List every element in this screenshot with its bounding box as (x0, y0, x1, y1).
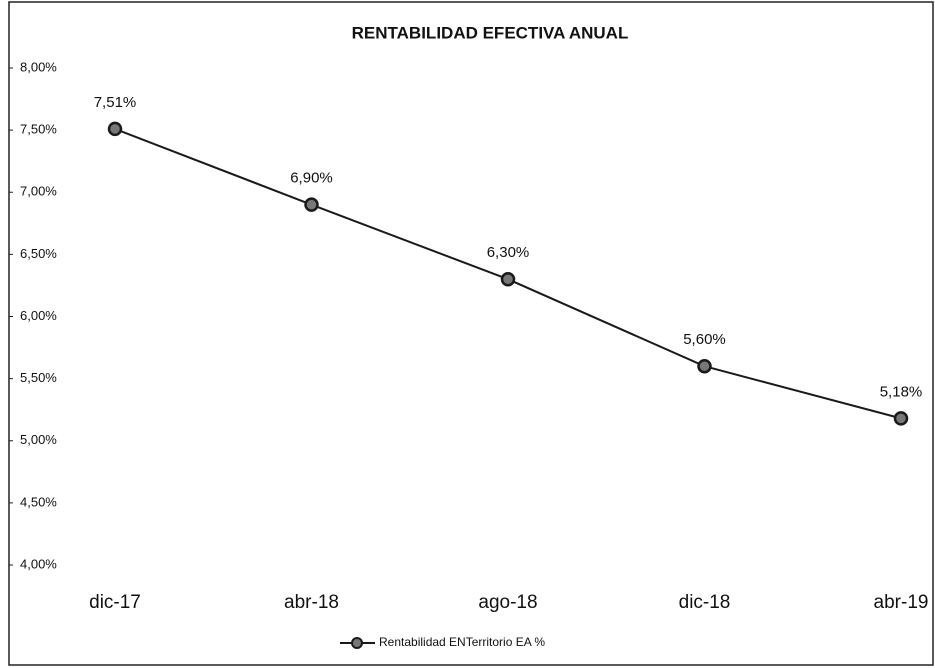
y-tick-label: 5,50% (20, 370, 57, 385)
y-tick-label: 6,50% (20, 246, 57, 261)
marker (697, 358, 712, 374)
y-tick-label: 8,00% (20, 59, 57, 74)
legend-label: Rentabilidad ENTerritorio EA % (379, 635, 545, 649)
marker (500, 271, 516, 287)
data-label: 5,60% (683, 331, 726, 348)
y-tick-label: 7,50% (20, 122, 57, 137)
x-tick-label: dic-17 (89, 592, 141, 613)
marker (304, 197, 319, 212)
y-tick-label: 4,50% (20, 494, 57, 509)
data-label: 5,18% (880, 383, 923, 400)
marker (107, 121, 123, 137)
x-tick-label: abr-18 (284, 592, 339, 613)
y-tick-label: 7,00% (20, 184, 57, 199)
y-tick-label: 4,00% (20, 556, 57, 571)
legend-marker (351, 637, 363, 649)
x-tick-label: ago-18 (478, 592, 537, 613)
marker (893, 411, 909, 426)
data-label: 7,51% (94, 94, 137, 111)
y-tick-label: 5,00% (20, 432, 57, 447)
data-label: 6,30% (487, 244, 530, 261)
chart-title: RENTABILIDAD EFECTIVA ANUAL (352, 23, 629, 42)
x-tick-label: dic-18 (679, 592, 731, 613)
y-tick-label: 6,00% (20, 308, 57, 323)
data-label: 6,90% (290, 170, 333, 187)
chart-frame (8, 1, 934, 666)
x-tick-label: abr-19 (874, 592, 929, 613)
